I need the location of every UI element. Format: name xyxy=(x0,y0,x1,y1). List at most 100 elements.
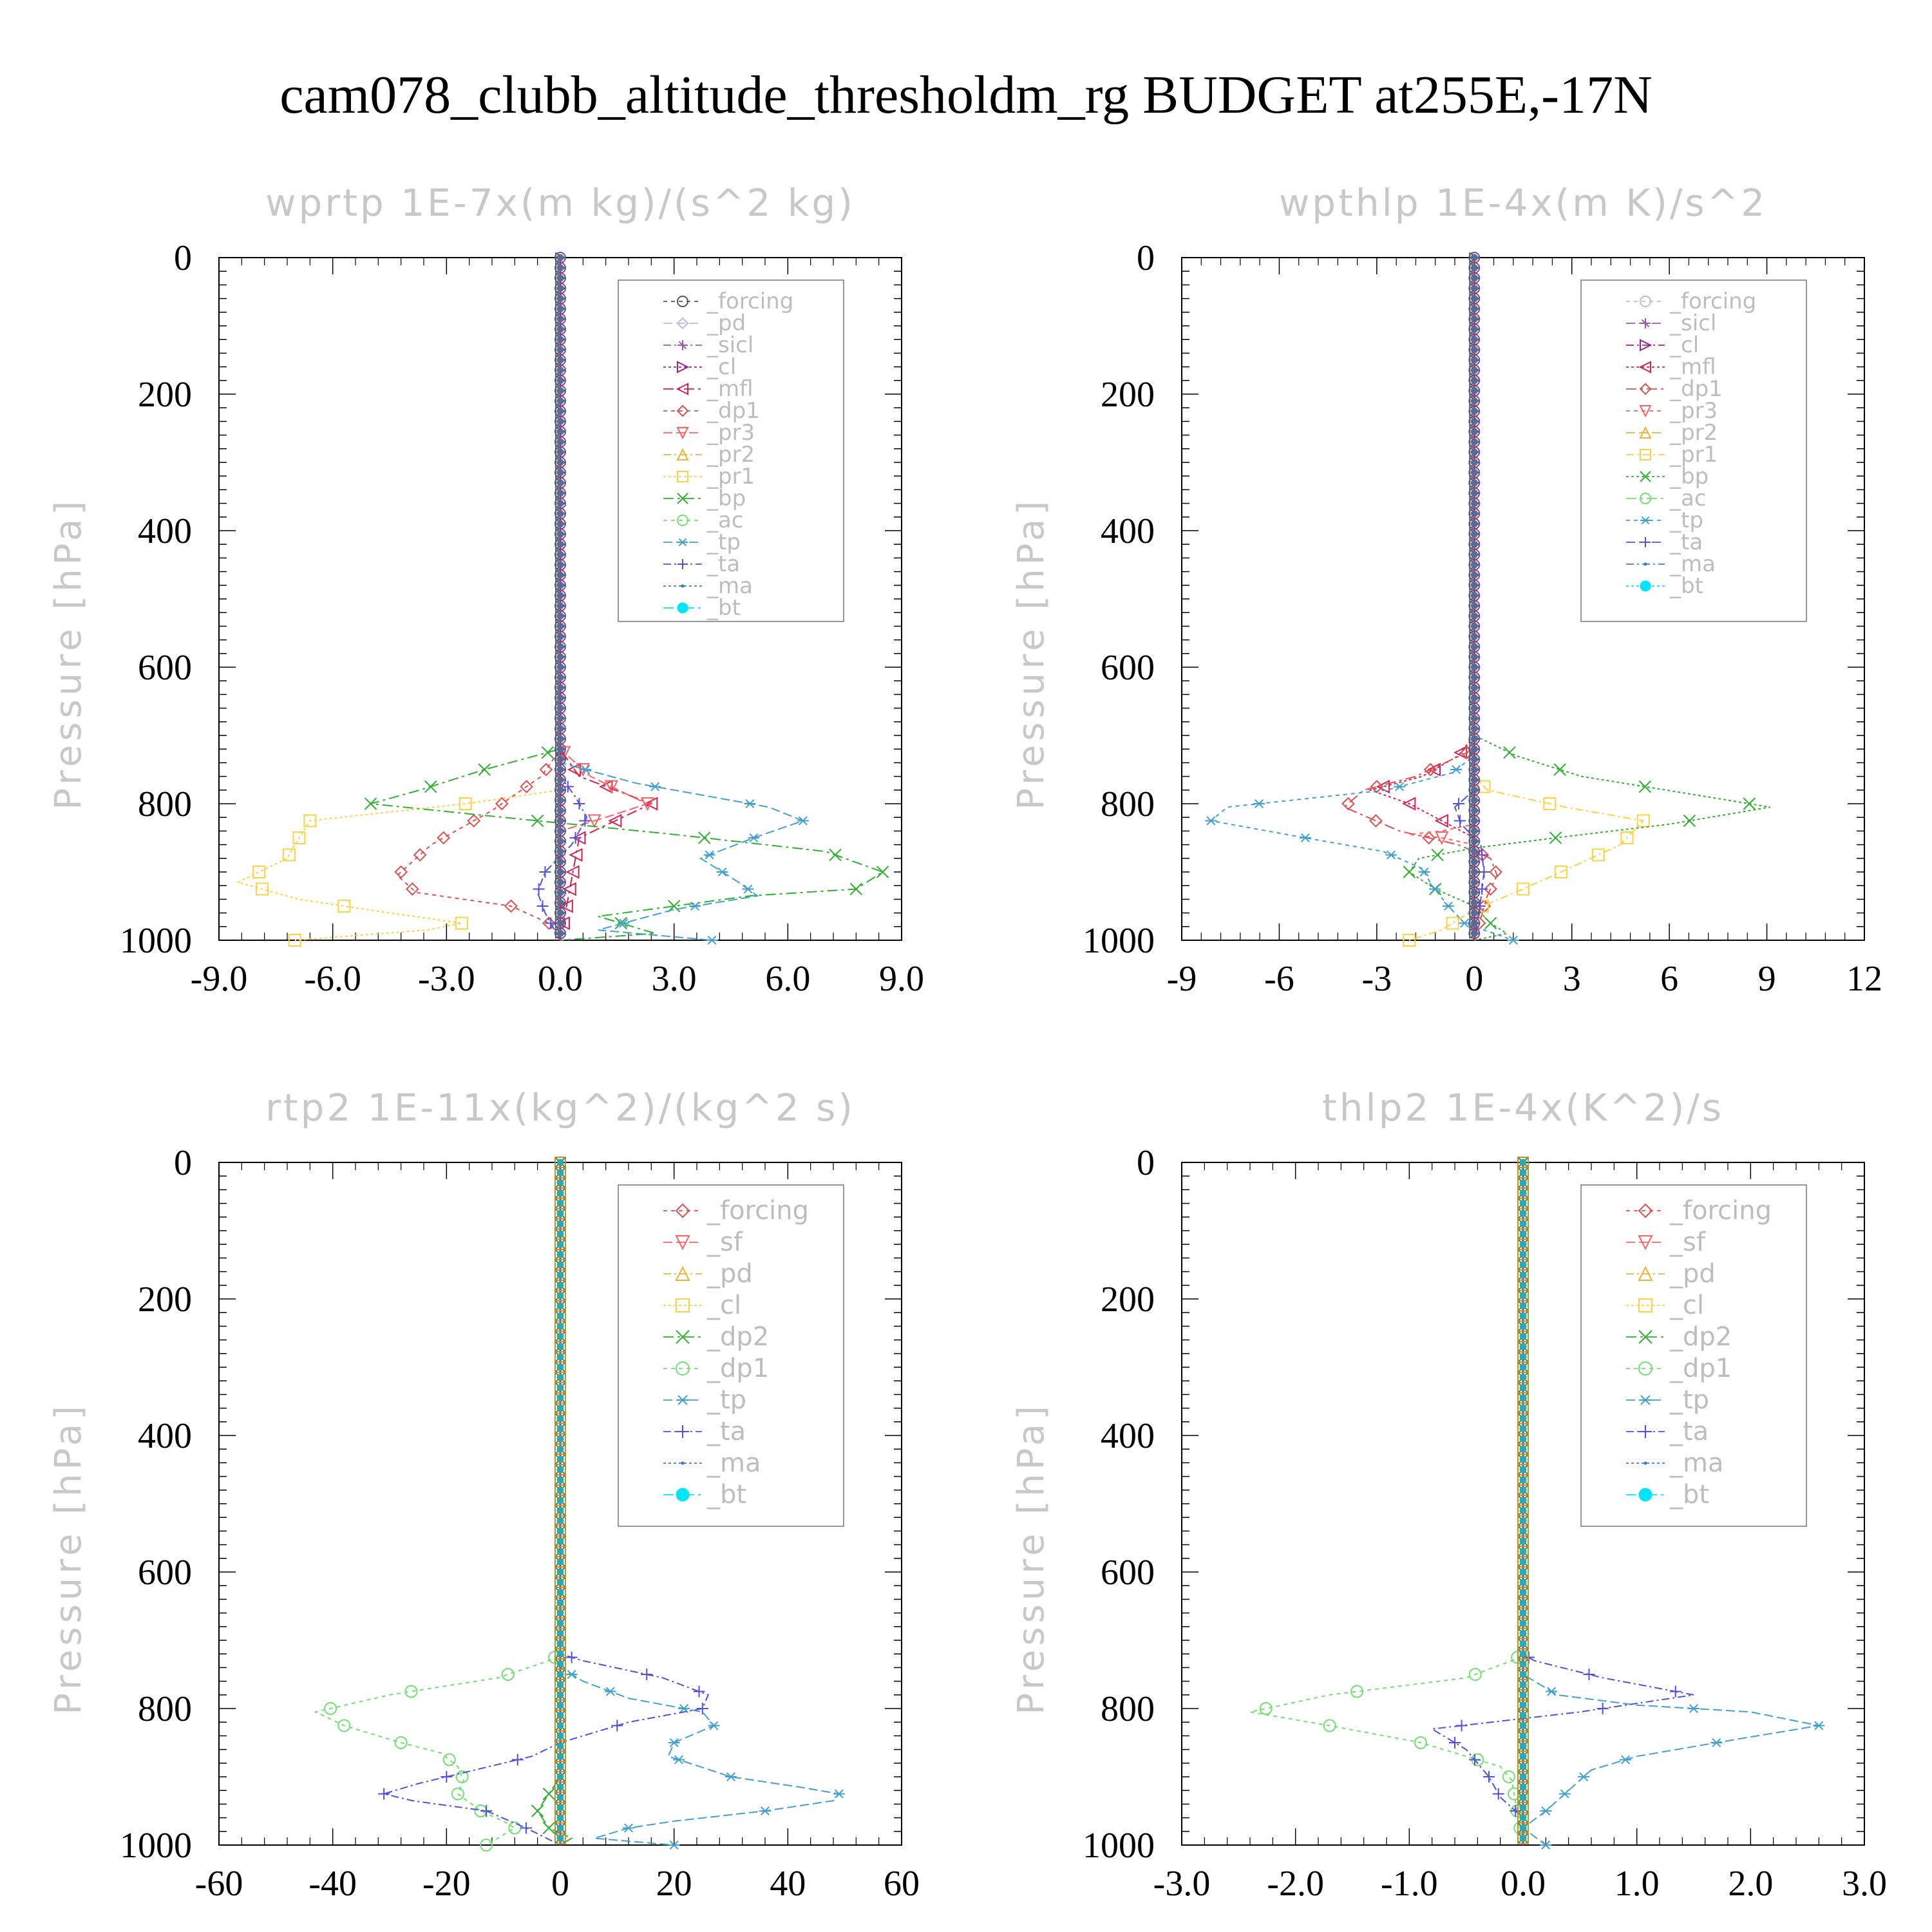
data-point xyxy=(455,916,468,930)
data-point xyxy=(1450,764,1463,775)
data-point xyxy=(1669,1685,1681,1698)
data-point xyxy=(678,1703,690,1714)
data-point xyxy=(1519,1681,1527,1689)
data-point xyxy=(556,1742,564,1750)
data-point xyxy=(1688,1703,1700,1714)
data-point xyxy=(394,1736,408,1749)
legend-marker xyxy=(1640,318,1651,328)
y-tick-label: 200 xyxy=(1101,1280,1155,1320)
series-line xyxy=(1343,258,1498,941)
data-point xyxy=(556,1466,564,1473)
data-point xyxy=(1470,540,1478,548)
data-point xyxy=(556,582,564,589)
legend-marker xyxy=(1638,1361,1653,1376)
data-point xyxy=(1519,1486,1527,1494)
data-point xyxy=(565,865,580,879)
legend-entry: _forcing xyxy=(1626,289,1756,314)
data-point xyxy=(556,1322,564,1330)
data-point xyxy=(364,797,377,810)
data-point xyxy=(556,346,564,354)
data-point xyxy=(1435,831,1449,846)
data-point xyxy=(1470,694,1478,702)
data-point xyxy=(556,1486,564,1494)
data-point xyxy=(1470,920,1478,927)
data-point xyxy=(337,900,351,913)
data-point xyxy=(556,1343,564,1350)
data-point xyxy=(640,797,655,811)
x-tick-label: 3 xyxy=(1563,959,1581,999)
legend-label: _dp1 xyxy=(1669,376,1723,402)
data-point xyxy=(556,1763,564,1770)
data-point xyxy=(1470,653,1478,661)
data-point xyxy=(641,1669,653,1680)
y-tick-label: 0 xyxy=(174,238,192,278)
data-point xyxy=(424,780,437,793)
data-point xyxy=(1583,1669,1595,1680)
data-point xyxy=(556,1476,564,1484)
data-point xyxy=(604,780,619,794)
legend-entry: _pr1 xyxy=(1626,442,1718,468)
data-point xyxy=(556,1200,564,1208)
data-point xyxy=(1519,1159,1527,1166)
data-point xyxy=(556,1230,564,1238)
data-point xyxy=(1470,315,1478,323)
series-line xyxy=(1209,258,1514,941)
data-point xyxy=(437,831,451,845)
legend-entry: _tp xyxy=(663,529,741,555)
y-tick-label: 400 xyxy=(138,1416,192,1456)
legend-box xyxy=(618,1184,844,1527)
data-point xyxy=(556,1405,564,1412)
data-point xyxy=(556,561,564,569)
x-tick-label: -2.0 xyxy=(1267,1864,1324,1904)
data-point xyxy=(1299,833,1311,843)
data-point xyxy=(556,1261,564,1269)
data-point xyxy=(556,1312,564,1320)
data-point xyxy=(556,1282,564,1289)
data-point xyxy=(556,592,564,600)
data-point xyxy=(1453,798,1465,810)
data-point xyxy=(698,831,711,844)
data-point xyxy=(689,901,701,911)
data-point xyxy=(1519,1394,1527,1402)
chart-panel-2: wpthlp 1E-4x(m K)/s^2 Pressure [hPa] 0 200 4… xyxy=(1010,181,1882,999)
legend-label: _mfl xyxy=(1669,354,1716,380)
legend-entry: _sicl xyxy=(663,332,753,358)
data-point xyxy=(1454,815,1466,827)
legend-marker xyxy=(1638,1488,1653,1502)
x-tick-label: -3.0 xyxy=(1153,1864,1211,1904)
data-point xyxy=(556,1302,564,1310)
data-point xyxy=(569,832,582,844)
legend-label: _tp xyxy=(706,529,741,555)
data-point xyxy=(282,848,296,862)
data-point xyxy=(556,366,564,374)
data-point xyxy=(1470,612,1478,620)
data-point xyxy=(556,776,564,784)
legend-label: _pr2 xyxy=(706,442,755,468)
data-point xyxy=(1554,866,1567,878)
data-point xyxy=(573,798,585,810)
data-point xyxy=(1519,1466,1527,1473)
legend-label: _bt xyxy=(706,1480,746,1510)
data-point xyxy=(1470,561,1478,569)
data-point xyxy=(556,797,564,804)
data-point xyxy=(1519,1445,1527,1453)
data-point xyxy=(1519,1701,1527,1709)
zero-profile-column xyxy=(1468,252,1481,940)
data-point xyxy=(1540,1806,1552,1816)
legend-entry: _bt xyxy=(663,595,741,621)
data-point xyxy=(1428,884,1441,894)
y-tick-label: 1000 xyxy=(120,1826,192,1866)
data-point xyxy=(1519,1251,1527,1258)
legend-label: _bt xyxy=(706,595,741,621)
data-point xyxy=(556,438,564,446)
series-dp1 xyxy=(314,1162,562,1852)
data-point xyxy=(542,916,556,930)
data-point xyxy=(1519,1220,1527,1227)
x-tick-label: 0 xyxy=(551,1864,569,1904)
data-point xyxy=(559,899,573,913)
legend-entry: _dp2 xyxy=(1626,1322,1732,1352)
legend-entry: _ta xyxy=(1626,529,1703,555)
x-tick-label: 12 xyxy=(1846,959,1882,999)
data-point xyxy=(1470,786,1478,794)
legend-label: _dp2 xyxy=(706,1322,769,1352)
